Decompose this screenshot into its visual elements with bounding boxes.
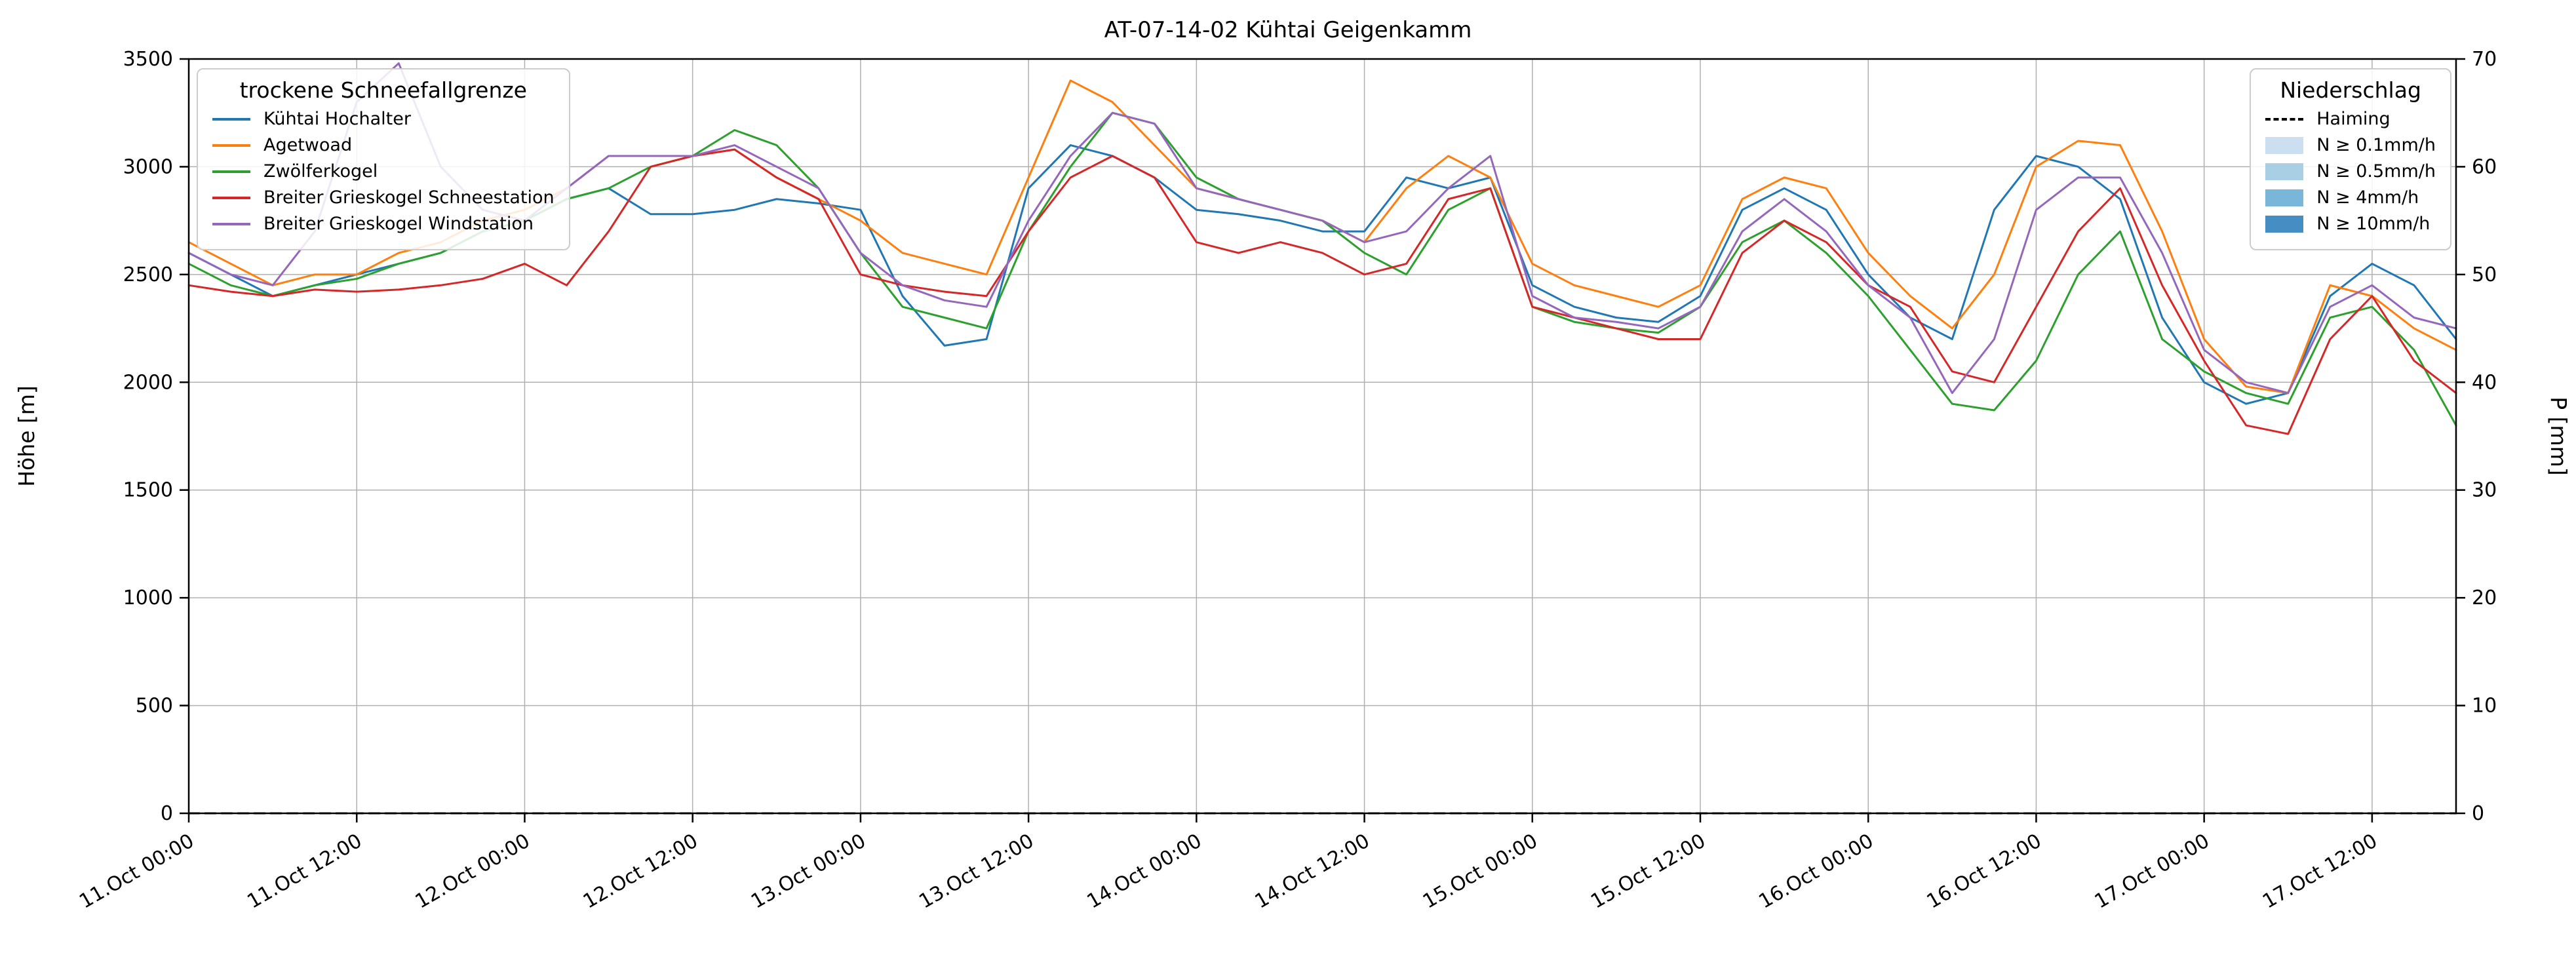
x-tick-label: 11.Oct 00:00 <box>75 830 198 914</box>
y-right-tick-label: 60 <box>2472 155 2497 178</box>
legend-item: Haiming <box>2265 109 2436 129</box>
y-left-tick-label: 2500 <box>123 263 173 286</box>
snowline-legend-title: trockene Schneefallgrenze <box>239 77 527 103</box>
legend-item: Breiter Grieskogel Windstation <box>212 214 555 234</box>
series-line-breiter-grieskogel-schneestation <box>187 148 2457 435</box>
band-swatch <box>2265 215 2304 233</box>
legend-item: Zwölferkogel <box>212 161 555 182</box>
line-swatch <box>212 144 250 147</box>
x-tick-label: 15.Oct 12:00 <box>1587 830 1709 914</box>
legend-item-label: Breiter Grieskogel Windstation <box>263 214 534 234</box>
y-right-tick-label: 40 <box>2472 371 2497 394</box>
x-tick-label: 16.Oct 12:00 <box>1923 830 2046 914</box>
band-swatch <box>2265 189 2304 206</box>
y-axis-label-right: P [mm] <box>2546 396 2571 475</box>
line-swatch <box>212 117 250 121</box>
legend-item-label: Breiter Grieskogel Schneestation <box>263 187 555 208</box>
legend-item-label: N ≥ 4mm/h <box>2316 187 2419 208</box>
precip-legend-title: Niederschlag <box>2280 77 2421 103</box>
snowline-legend: trockene Schneefallgrenze Kühtai Hochalt… <box>197 68 570 250</box>
y-axis-label-left: Höhe [m] <box>14 385 39 487</box>
dashed-line-swatch <box>2265 117 2304 121</box>
x-tick-label: 14.Oct 12:00 <box>1251 830 1374 914</box>
line-swatch <box>212 222 250 225</box>
legend-item-label: N ≥ 0.5mm/h <box>2316 161 2436 182</box>
line-swatch <box>212 170 250 173</box>
precip-legend: Niederschlag Haiming N ≥ 0.1mm/h N ≥ 0.5mm… <box>2250 68 2451 250</box>
chart-title: AT-07-14-02 Kühtai Geigenkamm <box>1104 17 1472 43</box>
band-swatch <box>2265 163 2304 180</box>
x-tick-label: 13.Oct 00:00 <box>747 830 870 914</box>
x-tick-label: 14.Oct 00:00 <box>1083 830 1205 914</box>
legend-item-label: Kühtai Hochalter <box>263 109 411 129</box>
y-left-tick-label: 1000 <box>123 587 173 609</box>
y-right-tick-label: 20 <box>2472 587 2497 609</box>
y-right-tick-label: 10 <box>2472 695 2497 718</box>
x-tick-label: 16.Oct 00:00 <box>1755 830 1877 914</box>
legend-item-label: N ≥ 10mm/h <box>2316 214 2430 234</box>
legend-item: Agetwoad <box>212 135 555 155</box>
x-tick-label: 12.Oct 12:00 <box>579 830 702 914</box>
y-left-tick-label: 500 <box>136 695 173 718</box>
x-tick-label: 17.Oct 00:00 <box>2091 830 2214 914</box>
legend-item: N ≥ 10mm/h <box>2265 214 2436 234</box>
x-tick-label: 17.Oct 12:00 <box>2259 830 2381 914</box>
legend-item-label: Zwölferkogel <box>263 161 378 182</box>
precip-legend-items: Haiming N ≥ 0.1mm/h N ≥ 0.5mm/h N ≥ 4mm/h N … <box>2265 109 2436 234</box>
y-left-tick-label: 2000 <box>123 371 173 394</box>
y-right-tick-label: 70 <box>2472 48 2497 71</box>
line-swatch <box>212 196 250 199</box>
legend-item: N ≥ 0.5mm/h <box>2265 161 2436 182</box>
x-tick-label: 13.Oct 12:00 <box>915 830 1038 914</box>
x-tick-label: 15.Oct 00:00 <box>1419 830 1542 914</box>
y-left-tick-label: 3500 <box>123 48 173 71</box>
band-swatch <box>2265 136 2304 154</box>
y-left-tick-label: 1500 <box>123 479 173 502</box>
legend-item-label: Agetwoad <box>263 135 353 155</box>
y-left-tick-label: 0 <box>161 802 173 825</box>
snowline-legend-items: Kühtai Hochalter Agetwoad Zwölferkogel Brei… <box>212 109 555 234</box>
y-right-tick-label: 50 <box>2472 263 2497 286</box>
y-right-tick-label: 0 <box>2472 802 2484 825</box>
axes-frame <box>187 58 2457 815</box>
legend-item-label: Haiming <box>2316 109 2391 129</box>
x-tick-label: 11.Oct 12:00 <box>243 830 366 914</box>
legend-item-label: N ≥ 0.1mm/h <box>2316 135 2436 155</box>
legend-item: N ≥ 4mm/h <box>2265 187 2436 208</box>
y-left-tick-label: 3000 <box>123 155 173 178</box>
legend-item: N ≥ 0.1mm/h <box>2265 135 2436 155</box>
legend-item: Kühtai Hochalter <box>212 109 555 129</box>
x-tick-label: 12.Oct 00:00 <box>412 830 534 914</box>
legend-item: Breiter Grieskogel Schneestation <box>212 187 555 208</box>
y-right-tick-label: 30 <box>2472 479 2497 502</box>
